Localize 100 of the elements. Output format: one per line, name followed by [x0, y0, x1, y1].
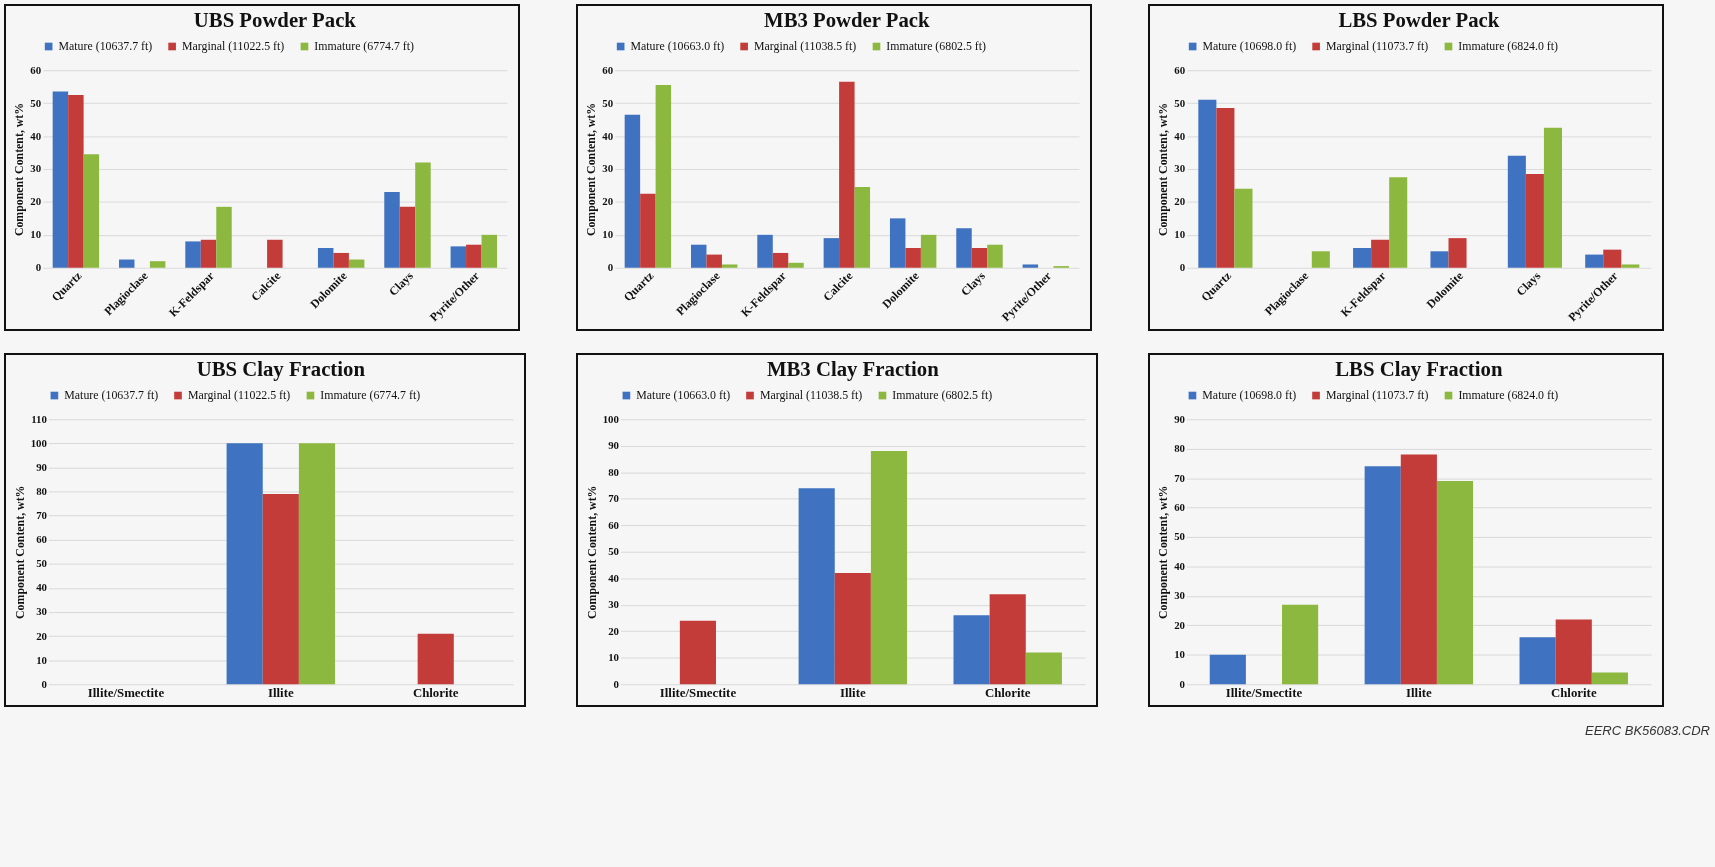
y-tick-label: 30	[30, 162, 42, 175]
legend-label: Immature (6802.5 ft)	[892, 388, 993, 403]
y-tick-label: 60	[36, 533, 48, 546]
bar	[1525, 173, 1544, 268]
bar	[466, 244, 482, 268]
y-tick-label: 30	[608, 598, 620, 611]
y-tick-label: 60	[1174, 63, 1186, 76]
bar	[1216, 108, 1235, 268]
y-tick-label: 0	[35, 261, 42, 274]
y-tick-label: 20	[30, 195, 42, 208]
x-tick-label: Illite/Smectite	[87, 685, 165, 700]
y-tick-label: 90	[36, 460, 48, 473]
bar	[1400, 454, 1437, 685]
bar	[870, 451, 908, 685]
bar	[118, 259, 135, 268]
y-tick-label: 0	[1179, 261, 1186, 274]
bar	[52, 91, 69, 268]
bar	[757, 234, 773, 268]
y-tick-label: 0	[613, 677, 620, 690]
legend-label: Immature (6774.7 ft)	[320, 388, 421, 403]
bar	[1025, 652, 1062, 685]
bar	[348, 259, 365, 268]
y-axis-title: Component Content, wt%	[12, 102, 27, 237]
bar	[1022, 264, 1039, 268]
y-tick-label: 10	[30, 228, 42, 241]
y-tick-label: 60	[602, 63, 614, 76]
bar	[333, 252, 349, 268]
bar	[200, 239, 217, 268]
bar	[953, 615, 990, 685]
bar	[1371, 239, 1390, 268]
bar	[640, 193, 656, 268]
bar	[1591, 672, 1628, 685]
bar	[317, 248, 334, 268]
bar	[920, 234, 937, 268]
chart-title: UBS Clay Fraction	[196, 357, 366, 381]
bar	[417, 633, 454, 685]
legend-label: Marginal (11073.7 ft)	[1325, 39, 1429, 54]
x-tick-label: Illite	[267, 685, 294, 700]
bar	[839, 81, 855, 268]
y-tick-label: 20	[608, 624, 620, 637]
chart-title: UBS Powder Pack	[193, 8, 357, 31]
y-tick-label: 20	[1174, 618, 1186, 631]
bar	[415, 162, 431, 268]
chart-title: MB3 Powder Pack	[764, 8, 931, 31]
y-tick-label: 100	[602, 412, 620, 425]
bar	[987, 244, 1003, 268]
y-tick-label: 50	[1174, 530, 1186, 543]
bar	[68, 94, 84, 268]
bar	[226, 443, 263, 685]
bar	[655, 85, 672, 268]
y-tick-label: 60	[608, 518, 620, 531]
y-tick-label: 10	[1174, 648, 1186, 661]
bar	[1448, 238, 1467, 268]
bar	[971, 248, 988, 268]
bar	[889, 218, 906, 268]
bar	[1507, 155, 1526, 268]
bar	[1430, 251, 1449, 268]
x-tick-label: Chlorite	[984, 685, 1031, 700]
legend-label: Marginal (11038.5 ft)	[753, 39, 857, 54]
bar	[1585, 254, 1604, 268]
legend-label: Mature (10663.0 ft)	[636, 388, 731, 403]
chart-title: MB3 Clay Fraction	[766, 357, 940, 381]
legend-label: Immature (6824.0 ft)	[1458, 388, 1559, 403]
y-tick-label: 30	[1174, 589, 1186, 602]
bar	[298, 443, 336, 685]
bar	[1555, 619, 1592, 685]
chart-title: LBS Powder Pack	[1338, 8, 1500, 31]
bar	[1209, 654, 1246, 685]
bar	[1436, 481, 1474, 685]
x-tick-label: Illite/Smectite	[659, 685, 737, 700]
x-tick-label: Illite	[839, 685, 866, 700]
y-tick-label: 0	[1179, 677, 1186, 690]
y-tick-label: 0	[607, 261, 614, 274]
y-tick-label: 50	[608, 545, 620, 558]
bar	[1621, 264, 1640, 268]
y-tick-label: 90	[1174, 412, 1186, 425]
y-tick-label: 10	[602, 228, 614, 241]
bar	[384, 192, 400, 268]
bar	[706, 254, 722, 268]
bar	[956, 228, 972, 268]
bar	[185, 241, 201, 268]
y-tick-label: 80	[36, 484, 48, 497]
legend-label: Marginal (11022.5 ft)	[181, 39, 285, 54]
bar	[1543, 127, 1562, 268]
bar	[399, 206, 416, 268]
bar	[1234, 188, 1253, 268]
legend-label: Mature (10663.0 ft)	[630, 39, 725, 54]
legend-label: Mature (10698.0 ft)	[1202, 39, 1297, 54]
y-axis-title: Component Content, wt%	[1156, 485, 1171, 619]
bar	[624, 114, 641, 268]
bar	[481, 234, 498, 268]
y-tick-label: 20	[36, 629, 48, 642]
y-tick-label: 40	[608, 571, 620, 584]
bar	[1353, 248, 1372, 268]
y-tick-label: 90	[608, 439, 620, 452]
y-axis-title: Component Content, wt%	[584, 485, 599, 619]
legend-label: Marginal (11038.5 ft)	[759, 388, 863, 403]
bar	[83, 154, 100, 268]
bar	[772, 252, 789, 268]
y-tick-label: 40	[36, 581, 48, 594]
